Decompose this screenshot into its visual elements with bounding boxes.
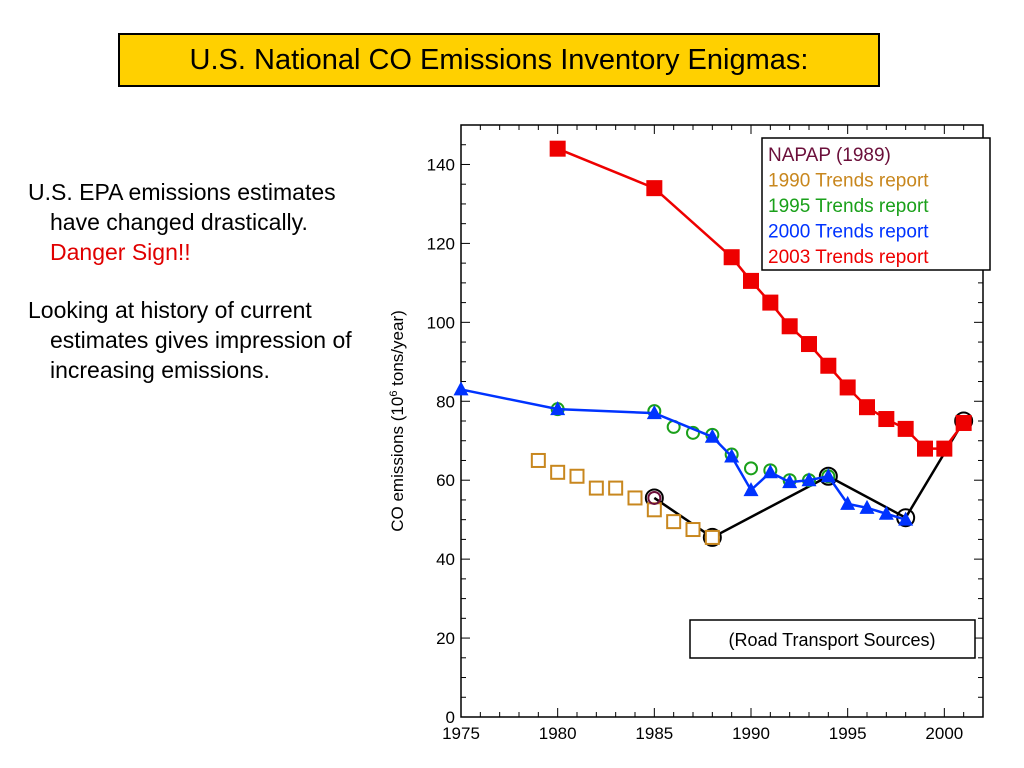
data-point: [646, 405, 662, 420]
data-point: [530, 452, 546, 468]
data-point: [898, 511, 914, 526]
x-tick-label: 2000: [925, 724, 963, 743]
data-point: [917, 440, 933, 457]
x-tick-label: 1980: [539, 724, 577, 743]
bullet-epa-estimates: U.S. EPA emissions estimates have change…: [28, 177, 368, 267]
data-point: [840, 495, 856, 510]
y-tick-label: 20: [436, 629, 455, 648]
data-point: [743, 482, 759, 497]
series-2000-trends-report: [453, 381, 914, 526]
data-point: [588, 480, 604, 496]
legend-box: [761, 137, 991, 271]
legend-entry: 2003 Trends report: [768, 247, 929, 268]
x-tick-label: 1995: [829, 724, 867, 743]
data-point: [647, 490, 662, 505]
data-point: [646, 502, 662, 518]
bullet-text: U.S. EPA emissions estimates have change…: [28, 179, 336, 235]
data-point: [723, 249, 740, 266]
bullet-history: Looking at history of current estimates …: [28, 295, 368, 385]
data-point: [743, 272, 759, 289]
data-point: [550, 464, 566, 480]
data-point: [801, 336, 817, 353]
data-point: [820, 468, 836, 483]
data-point: [762, 294, 779, 311]
y-tick-label: 140: [427, 155, 455, 174]
x-tick-label: 1990: [732, 724, 770, 743]
series-line: [460, 388, 907, 521]
data-point: [666, 514, 682, 530]
data-point: [744, 461, 758, 476]
series-napap-1989: [647, 490, 662, 505]
series-1990-trends-report: [530, 452, 720, 545]
data-point: [646, 180, 663, 197]
y-tick-label: 120: [427, 234, 455, 253]
x-tick-label: 1975: [442, 724, 480, 743]
data-point: [704, 529, 720, 545]
data-point: [839, 379, 856, 396]
data-point: [897, 420, 914, 437]
data-point: [801, 472, 817, 487]
data-point: [762, 464, 778, 479]
series-2003-trends-report: [549, 140, 972, 457]
y-tick-label: 80: [436, 392, 455, 411]
data-point: [781, 318, 798, 335]
annotation-text: (Road Transport Sources): [728, 630, 935, 650]
data-point: [818, 466, 838, 486]
legend-entry: 1990 Trends report: [768, 171, 929, 192]
data-point: [702, 527, 722, 547]
legend-entry: 1995 Trends report: [768, 196, 929, 217]
data-point: [936, 440, 953, 457]
y-tick-label: 60: [436, 471, 455, 490]
series-1995-trends-report: [550, 402, 836, 488]
data-point: [608, 480, 624, 496]
slide-title: U.S. National CO Emissions Inventory Eni…: [118, 33, 880, 87]
x-tick-label: 1985: [635, 724, 673, 743]
danger-sign-text: Danger Sign!!: [50, 239, 191, 265]
data-point: [550, 401, 566, 416]
legend-entry: 2000 Trends report: [768, 222, 929, 243]
bullet-text: Looking at history of current estimates …: [28, 297, 352, 383]
annotation-box: [689, 619, 976, 659]
data-point: [549, 140, 566, 157]
data-point: [627, 490, 643, 506]
data-point: [782, 474, 798, 489]
bullet-list: U.S. EPA emissions estimates have change…: [28, 177, 368, 385]
data-point: [569, 468, 585, 484]
y-axis-label: CO emissions (106 tons/year): [388, 310, 407, 532]
data-point: [955, 414, 972, 431]
data-point: [685, 522, 701, 538]
data-point: [878, 505, 894, 520]
data-point: [453, 381, 469, 396]
data-point: [704, 428, 720, 443]
data-point: [878, 411, 895, 428]
data-point: [859, 499, 875, 514]
data-point: [724, 448, 740, 463]
data-point: [686, 425, 700, 440]
y-tick-label: 40: [436, 550, 455, 569]
data-point: [859, 399, 875, 416]
y-tick-label: 100: [427, 313, 455, 332]
legend-entry: NAPAP (1989): [768, 145, 891, 166]
y-tick-label: 0: [446, 708, 455, 727]
data-point: [820, 357, 837, 374]
